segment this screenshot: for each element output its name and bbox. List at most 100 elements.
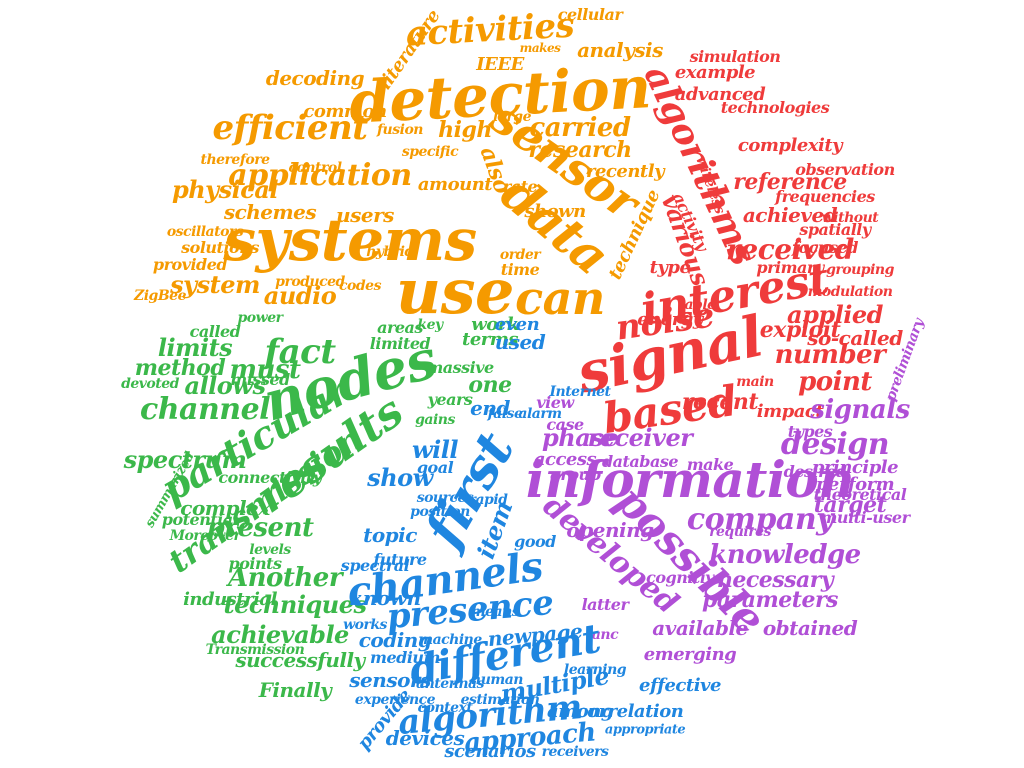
cloud-word: latter — [581, 595, 629, 614]
cloud-word: carried — [529, 113, 631, 143]
cloud-word: position — [410, 504, 470, 520]
cloud-word: antennas — [416, 676, 484, 692]
cloud-word: medium — [370, 648, 440, 667]
cloud-word: one — [468, 372, 512, 398]
cloud-word: types — [787, 422, 833, 441]
cloud-word: oscillators — [166, 224, 244, 240]
cloud-word: appropriate — [604, 722, 686, 738]
cloud-word: make — [686, 455, 734, 474]
cloud-word: anc — [591, 627, 619, 643]
cloud-word: cognitive — [646, 568, 724, 587]
cloud-word: order — [499, 247, 541, 263]
cloud-word: therefore — [200, 152, 270, 168]
cloud-word: receivers — [541, 744, 609, 760]
cloud-word: energy — [637, 309, 703, 330]
cloud-word: devoted — [121, 376, 179, 392]
cloud-word: connectivity — [218, 468, 322, 487]
cloud-word: principle — [811, 457, 899, 478]
cloud-word: parameters — [702, 587, 838, 613]
cloud-word: sensors — [349, 668, 431, 692]
cloud-word: sources — [416, 490, 474, 506]
cloud-word: advanced — [674, 84, 766, 105]
cloud-word: Finally — [258, 678, 332, 702]
cloud-word: terms — [462, 329, 518, 350]
cloud-word: recently — [585, 161, 665, 182]
cloud-word: primary — [756, 258, 824, 277]
cloud-word: IEEE — [476, 54, 524, 75]
cloud-word: human — [471, 672, 523, 688]
cloud-word: future — [373, 550, 427, 569]
cloud-word: control — [288, 160, 342, 176]
cloud-word: good — [514, 532, 556, 551]
cloud-word: Moreover — [169, 528, 241, 544]
cloud-word: multi-user — [820, 508, 911, 527]
cloud-word: complexity — [737, 135, 843, 156]
cloud-word: potential — [161, 510, 239, 529]
cloud-word: successfully — [235, 648, 365, 672]
cloud-word: allows — [184, 371, 266, 400]
cloud-word: decoding — [265, 66, 365, 90]
cloud-word: necessary — [716, 567, 834, 593]
cloud-word: false — [487, 406, 523, 422]
cloud-word: frequencies — [775, 187, 875, 206]
cloud-word: rapid — [468, 492, 508, 508]
cloud-word: emerging — [643, 644, 737, 665]
cloud-word: experience — [354, 692, 436, 708]
cloud-word: specific — [401, 144, 459, 160]
cloud-word: spatially — [799, 220, 871, 239]
cloud-word: receiver — [587, 423, 693, 452]
cloud-word: efficient — [212, 108, 368, 148]
cloud-word: access — [533, 449, 597, 470]
cloud-word: estimation — [460, 692, 540, 708]
cloud-word: called — [189, 322, 241, 341]
cloud-word: target — [813, 492, 887, 518]
cloud-word: solutions — [181, 238, 259, 257]
cloud-word: design — [780, 427, 890, 462]
cloud-word: phase — [541, 423, 619, 452]
cloud-word: database — [601, 452, 679, 471]
cloud-word: Another — [227, 563, 343, 593]
cloud-word: main — [736, 374, 774, 390]
cloud-word: context — [417, 700, 473, 716]
cloud-word: knowledge — [709, 540, 861, 570]
cloud-word: will — [411, 435, 459, 464]
cloud-word: large — [493, 109, 531, 125]
cloud-word: desired — [783, 462, 847, 481]
cloud-word: years — [427, 390, 473, 409]
cloud-word: industrial — [183, 589, 277, 610]
cloud-word: type — [649, 257, 691, 278]
cloud-word: power — [237, 310, 283, 326]
cloud-word: scenarios — [444, 741, 536, 762]
cloud-word: present — [206, 513, 314, 543]
cloud-word: produced — [275, 274, 345, 290]
cloud-word: example — [674, 62, 756, 83]
cloud-word: makes — [519, 41, 561, 55]
cloud-word: even — [494, 314, 540, 335]
cloud-word: recent — [681, 389, 759, 415]
cloud-word: works — [343, 617, 387, 633]
cloud-word: alarm — [518, 406, 562, 422]
cloud-word: point — [798, 367, 872, 397]
cloud-word: method — [134, 355, 226, 381]
cloud-word: audio — [263, 281, 337, 310]
cloud-word: high — [438, 117, 492, 143]
cloud-word: coding — [358, 628, 432, 652]
cloud-word: missed — [230, 370, 290, 389]
cloud-word: hybrid — [366, 244, 414, 260]
cloud-word: so-called — [807, 326, 903, 350]
cloud-word: Transmission — [205, 642, 305, 658]
cloud-word: known — [349, 586, 422, 610]
cloud-word: physical — [171, 175, 279, 204]
cloud-word: company — [686, 502, 834, 537]
cloud-word: research — [528, 137, 632, 163]
cloud-word: obtained — [762, 616, 858, 640]
cloud-word: complex — [180, 496, 270, 520]
cloud-word: fusion — [377, 122, 423, 138]
cloud-word: application — [228, 158, 412, 193]
cloud-word: Internet — [549, 384, 611, 400]
cloud-word: key — [417, 317, 443, 333]
cloud-word: amount — [417, 174, 493, 195]
cloud-word: perform — [815, 474, 895, 495]
cloud-word: modulation — [807, 284, 893, 300]
